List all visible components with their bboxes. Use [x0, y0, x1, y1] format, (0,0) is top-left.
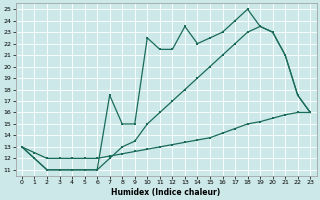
X-axis label: Humidex (Indice chaleur): Humidex (Indice chaleur)	[111, 188, 221, 197]
